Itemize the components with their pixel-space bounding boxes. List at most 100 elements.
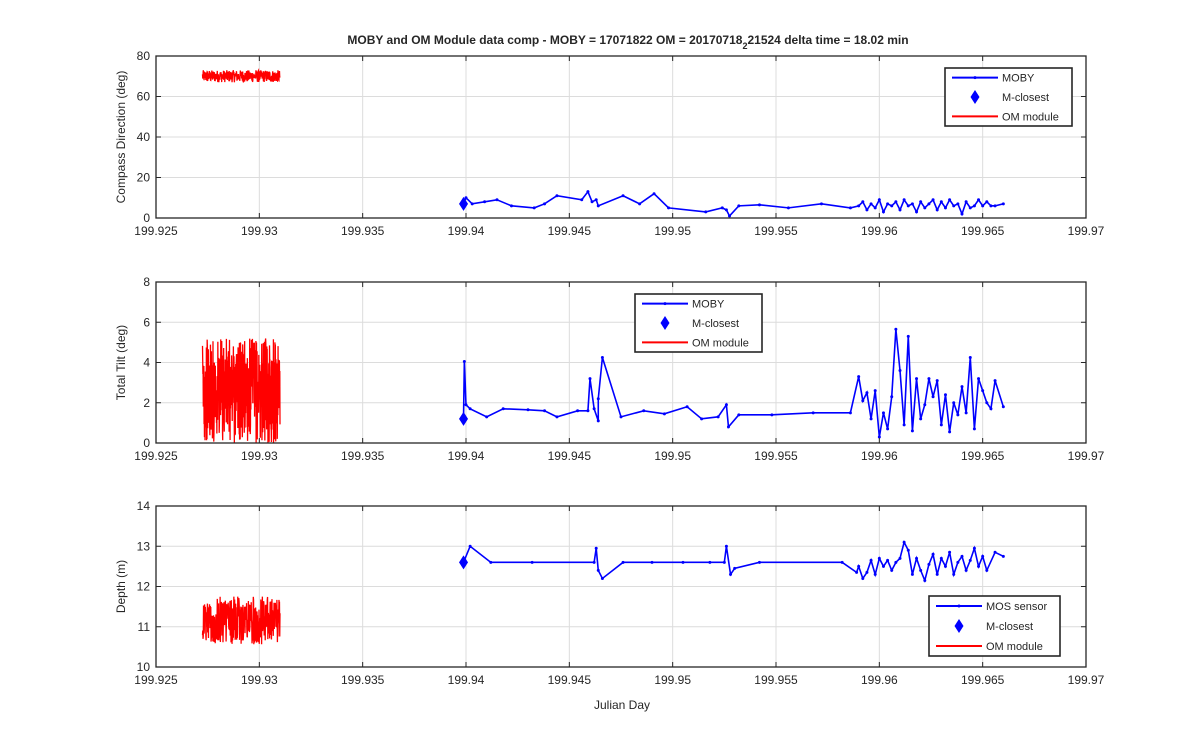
x-tick-label: 199.97 [1068,449,1105,463]
x-tick-label: 199.925 [134,449,178,463]
series-moby-point [509,204,513,208]
series-moby-point [708,560,712,564]
series-moby-point [989,204,993,208]
series-moby-point [910,429,914,433]
series-moby-point [596,397,600,401]
series-moby-point [943,206,947,210]
x-tick-label: 199.95 [654,224,691,238]
series-moby-point [530,560,534,564]
panel-2: 199.925 199.93 199.935 199.94 199.945 199.95 1… [114,275,1105,463]
y-tick-label: 8 [143,275,150,289]
series-moby-point [716,415,720,419]
legend: MOS sensor M-closest OM module [928,595,1061,657]
series-moby-point [464,196,468,200]
series-moby-point [1001,405,1005,409]
legend: MOBY M-closest OM module [634,293,763,353]
series-moby-point [555,194,559,198]
series-moby-point [931,198,935,202]
series-moby-point [956,413,960,417]
series-moby-point [770,413,774,417]
x-tick-label: 199.955 [754,224,798,238]
series-moby-point [968,558,972,562]
series-moby-point [977,564,981,568]
legend-label: OM module [1002,111,1059,123]
x-tick-label: 199.925 [134,673,178,687]
series-moby-point [580,198,584,202]
series-moby-point [886,427,890,431]
series-moby-point [855,570,859,574]
y-axis-label: Total Tilt (deg) [114,325,128,400]
y-tick-label: 80 [137,49,151,63]
series-moby-point [720,206,724,210]
x-tick-label: 199.955 [754,673,798,687]
legend-swatch-moby-point [973,76,977,80]
series-moby-point [700,417,704,421]
series-moby-point [811,411,815,415]
panels: 199.925 199.93 199.935 199.94 199.945 199.95 1… [114,49,1105,687]
series-moby-point [462,359,466,363]
legend-label: M-closest [1002,92,1049,104]
series-moby-point [894,327,898,331]
series-moby-point [600,576,604,580]
series-moby-point [1001,202,1005,206]
y-tick-label: 2 [143,396,150,410]
series-moby-point [952,204,956,208]
series-moby-point [728,214,731,218]
series-moby-point [594,546,598,550]
series-moby-point [468,407,472,411]
series-moby-point [968,355,972,359]
x-tick-label: 199.96 [861,224,898,238]
series-moby-point [977,198,981,202]
series-moby-point [898,369,902,373]
figure-title: MOBY and OM Module data comp - MOBY = 17… [347,33,908,51]
y-tick-label: 20 [137,171,151,185]
series-moby-point [898,208,902,212]
series-moby-point [485,415,489,419]
series-moby-point [596,204,600,208]
series-moby-point [819,202,823,206]
x-tick-label: 199.97 [1068,224,1105,238]
series-moby-point [935,208,939,212]
series-moby-point [993,550,997,554]
series-moby-point [952,401,956,405]
series-moby-point [902,423,906,427]
series-moby-point [948,198,952,202]
series-moby-point [881,564,885,568]
series-moby-point [724,544,728,548]
series-moby-point [600,355,604,359]
series-moby-point [470,202,474,206]
y-tick-label: 0 [143,436,150,450]
series-moby-point [923,206,927,210]
x-tick-label: 199.93 [241,449,278,463]
series-moby-point [483,200,487,204]
series-moby-point [865,208,869,212]
series-moby-point [977,377,981,381]
x-tick-label: 199.93 [241,224,278,238]
series-moby-point [650,560,654,564]
series-moby-point [592,560,596,564]
series-moby-point [931,395,935,399]
y-tick-label: 6 [143,315,150,329]
series-moby-point [964,568,968,572]
x-tick-label: 199.955 [754,449,798,463]
series-moby-point [939,423,943,427]
x-tick-label: 199.95 [654,449,691,463]
legend-label: MOS sensor [986,601,1047,613]
legend-swatch-closest [970,90,980,104]
x-axis-label: Julian Day [594,698,650,712]
y-axis-label: Compass Direction (deg) [114,71,128,204]
series-moby-point [877,198,881,202]
series-moby-point [532,206,536,210]
series-moby-point [939,200,943,204]
y-tick-label: 40 [137,130,151,144]
x-tick-label: 199.945 [548,673,592,687]
series-moby-point [993,204,997,208]
legend-swatch-closest [954,619,964,633]
series-moby-point [652,192,656,196]
series-moby-point [902,198,906,202]
series-moby-point [886,558,890,562]
series-moby-point [989,407,993,411]
series-moby-point [906,334,910,338]
series-moby-point [956,560,960,564]
series-moby-point [786,206,790,210]
